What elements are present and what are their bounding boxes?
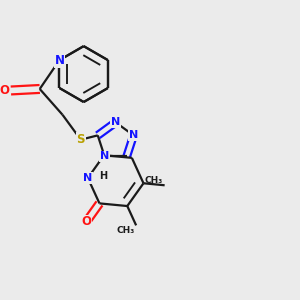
- Text: CH₃: CH₃: [145, 176, 163, 185]
- Text: CH₃: CH₃: [116, 226, 135, 235]
- Text: N: N: [100, 152, 109, 161]
- Text: N: N: [129, 130, 138, 140]
- Text: S: S: [76, 133, 85, 146]
- Text: H: H: [99, 172, 107, 182]
- Text: N: N: [111, 117, 120, 128]
- Text: O: O: [81, 215, 91, 229]
- Text: O: O: [0, 84, 9, 97]
- Text: N: N: [83, 173, 92, 183]
- Text: N: N: [55, 54, 64, 67]
